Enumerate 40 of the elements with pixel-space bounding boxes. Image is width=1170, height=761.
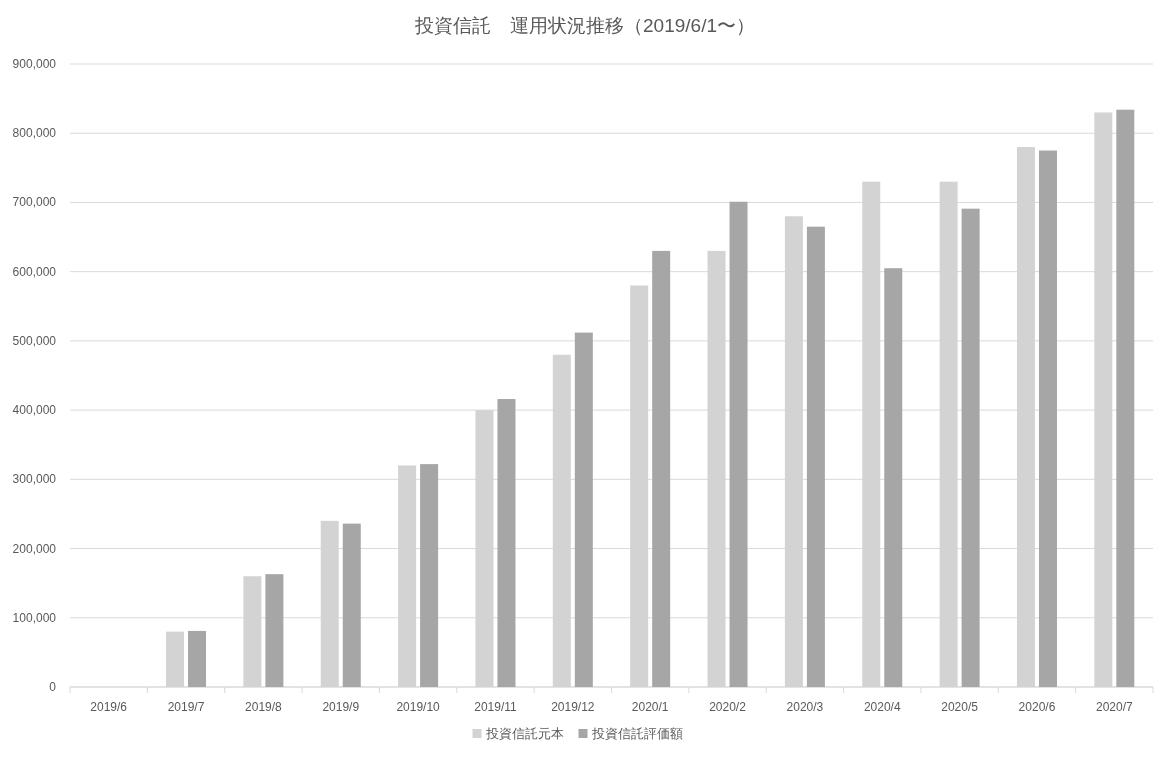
x-tick-label: 2020/1 xyxy=(631,700,669,714)
bar xyxy=(497,399,516,687)
x-tick-label: 2019/7 xyxy=(167,700,205,714)
y-tick-label: 300,000 xyxy=(12,472,57,487)
bar xyxy=(652,250,671,687)
y-tick-label: 0 xyxy=(49,680,57,694)
bar xyxy=(1116,109,1135,687)
legend-label: 投資信託評価額 xyxy=(590,726,683,741)
y-tick-label: 700,000 xyxy=(12,195,57,210)
bar xyxy=(188,630,207,687)
x-tick-label: 2019/6 xyxy=(90,700,128,714)
bar xyxy=(1038,150,1057,687)
x-tick-label: 2020/4 xyxy=(863,700,901,714)
y-tick-label: 800,000 xyxy=(12,126,57,141)
y-tick-label: 100,000 xyxy=(12,610,57,625)
y-tick-label: 900,000 xyxy=(12,57,57,71)
y-tick-label: 400,000 xyxy=(12,403,57,418)
bar xyxy=(729,201,748,687)
x-tick-label: 2020/2 xyxy=(709,700,747,714)
x-tick-label: 2019/10 xyxy=(396,700,441,714)
bar xyxy=(961,208,980,687)
y-tick-label: 600,000 xyxy=(12,264,57,279)
bar xyxy=(265,574,284,687)
x-tick-label: 2019/11 xyxy=(474,700,518,714)
bar xyxy=(884,268,903,687)
bar xyxy=(420,464,439,687)
x-tick-label: 2019/12 xyxy=(551,700,595,714)
bar xyxy=(574,332,593,687)
x-tick-label: 2020/7 xyxy=(1095,700,1133,714)
chart-title: 投資信託 運用状況推移（2019/6/1〜） xyxy=(414,15,755,36)
x-tick-label: 2020/5 xyxy=(941,700,979,714)
bar xyxy=(806,226,825,687)
x-tick-label: 2020/3 xyxy=(786,700,824,714)
bar xyxy=(342,523,361,687)
x-tick-label: 2020/6 xyxy=(1018,700,1056,714)
x-tick-label: 2019/8 xyxy=(245,700,283,714)
legend-label: 投資信託元本 xyxy=(484,726,564,741)
y-tick-label: 200,000 xyxy=(12,541,57,556)
y-tick-label: 500,000 xyxy=(12,333,57,348)
x-tick-label: 2019/9 xyxy=(322,700,360,714)
